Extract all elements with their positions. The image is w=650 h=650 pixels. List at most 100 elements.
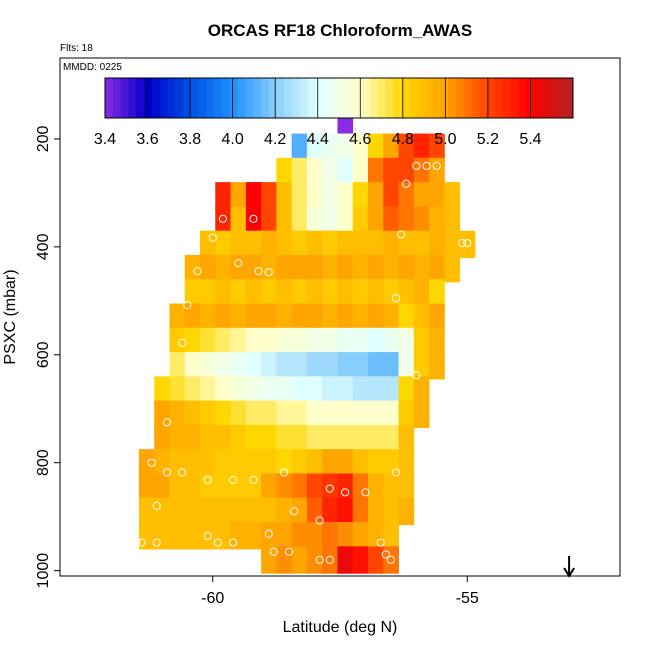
heatmap-cell [245,230,262,259]
heatmap-cell [337,182,354,210]
colorbar-tick-label: 3.6 [136,131,158,148]
heatmap-cell [413,327,430,356]
heatmap-cell [352,133,369,161]
colorbar-tick-label: 4.8 [392,131,414,148]
heatmap-cell [383,522,399,550]
heatmap-cell [337,449,354,477]
colorbar-swatch [456,78,465,118]
heatmap-cell [245,497,262,526]
heatmap-cell [337,497,354,526]
heatmap-cell [245,424,262,453]
x-axis-label: Latitude (deg N) [283,619,398,636]
heatmap-cell [398,473,415,501]
heatmap-cell [261,522,277,550]
heatmap-cell [413,376,430,404]
sample-point [412,161,421,171]
heatmap-cell [169,449,186,477]
sample-point [162,418,172,427]
y-tick-label: 1000 [35,553,52,589]
heatmap-cell [261,279,277,307]
heatmap-cell [352,157,369,186]
sample-point [279,468,289,477]
heatmap-cell [169,303,186,331]
heatmap-cell [398,157,415,186]
heatmap-cell [398,230,415,259]
heatmap-cell [383,449,399,477]
colorbar-swatch [385,78,395,118]
sample-point [361,488,370,497]
colorbar-swatch [167,78,176,118]
colorbar-swatch [183,78,192,118]
heatmap-cell [444,182,461,210]
colorbar-swatch [331,78,340,118]
heatmap-cell [169,376,186,404]
heatmap-cell [261,303,277,331]
heatmap-cell [368,279,384,307]
colorbar-swatch [222,78,231,118]
heatmap-cell [276,473,293,501]
sample-point [391,294,401,303]
heatmap-cell [337,424,354,453]
heatmap-cell [383,400,399,429]
heatmap-cell [291,522,308,550]
heatmap-cell [368,473,384,501]
heatmap-cell [291,279,308,307]
heatmap-cell [306,230,323,259]
colorbar-swatch [245,78,254,118]
heatmap-cell [276,182,293,210]
heatmap-cell [291,400,308,429]
heatmap-cell [352,522,369,550]
heatmap-cell [322,133,338,161]
sample-point [269,547,278,556]
heatmap-cell [215,279,231,307]
heatmap-cell [306,327,323,356]
heatmap-cell [352,327,369,356]
heatmap-cell [306,497,323,526]
heatmap-cell [169,424,186,453]
heatmap-cell [306,182,323,210]
heatmap-cell [413,400,430,429]
colorbar-swatch [409,78,418,118]
heatmap-cell [383,206,399,234]
colorbar-swatch [136,78,145,118]
heatmap-cell [368,182,384,210]
heatmap-cell [429,279,445,307]
colorbar-swatch [300,78,309,118]
heatmap-cell [368,133,384,161]
heatmap-cell [429,133,445,161]
heatmap-cell [184,254,201,283]
heatmap-cell [215,424,231,453]
heatmap-cell [368,206,384,234]
sample-point [264,268,273,277]
y-tick-label: 200 [35,125,52,152]
heatmap-cell [200,376,216,404]
heatmap-cell [322,546,338,574]
colorbar-swatch [448,78,457,118]
heatmap-cell [261,352,277,380]
heatmap-cell [200,449,216,477]
heatmap-cell [444,206,461,234]
heatmap-cell [169,400,186,429]
heatmap-cell [337,352,354,380]
heatmap-cell [352,546,369,574]
heatmap-cell [322,279,338,307]
colorbar-swatch [549,78,558,118]
y-tick-label: 800 [35,449,52,476]
colorbar-swatch [237,78,246,118]
heatmap-cell [276,157,293,186]
heatmap-cell [230,449,247,477]
heatmap-cell [276,327,293,356]
colorbar-swatch [346,78,356,118]
sample-point [381,550,390,559]
heatmap-cell [291,133,308,161]
heatmap-cell [322,352,338,380]
heatmap-cell [352,303,369,331]
heatmap-cell [429,352,445,380]
colorbar-tick-label: 5.0 [434,131,456,148]
heatmap-cell [261,546,277,574]
heatmap-cell [322,449,338,477]
colorbar-swatch [292,78,301,118]
heatmap-cell [291,376,308,404]
heatmap-cell [261,424,277,453]
heatmap-cell [306,352,323,380]
